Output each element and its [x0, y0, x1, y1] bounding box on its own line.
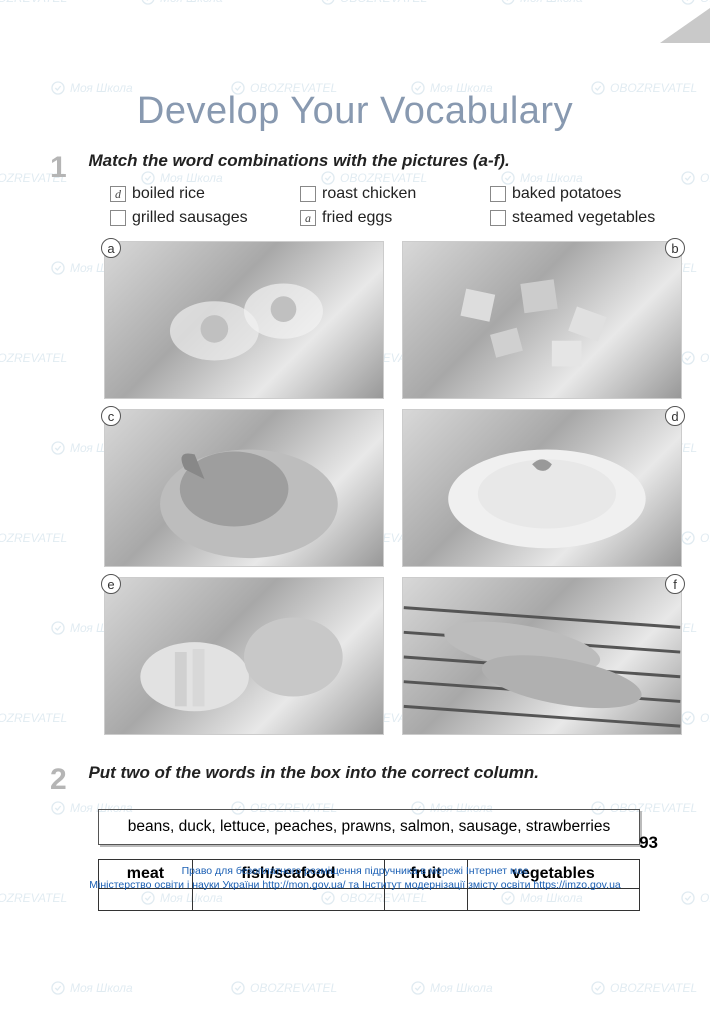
- option-label: boiled rice: [132, 185, 205, 203]
- answer-box[interactable]: [300, 186, 316, 202]
- answer-box[interactable]: d: [110, 186, 126, 202]
- picture-grid: a b c d e f: [104, 241, 660, 735]
- page-number: 93: [639, 833, 658, 853]
- word-box: beans, duck, lettuce, peaches, prawns, s…: [98, 809, 640, 845]
- picture-label: a: [101, 238, 121, 258]
- picture-d: d: [402, 409, 682, 567]
- option-item: roast chicken: [300, 185, 490, 203]
- exercise-instruction: Put two of the words in the box into the…: [88, 763, 539, 783]
- picture-label: c: [101, 406, 121, 426]
- picture-f: f: [402, 577, 682, 735]
- picture-label: b: [665, 238, 685, 258]
- footer-text: Право для безоплатного розміщення підруч…: [0, 864, 710, 893]
- options-grid: d boiled rice roast chicken baked potato…: [110, 185, 660, 227]
- picture-e: e: [104, 577, 384, 735]
- exercise-number: 1: [50, 151, 78, 185]
- answer-box[interactable]: [490, 210, 506, 226]
- exercise-number: 2: [50, 763, 78, 797]
- option-label: roast chicken: [322, 185, 416, 203]
- option-label: fried eggs: [322, 209, 392, 227]
- picture-label: e: [101, 574, 121, 594]
- option-item: d boiled rice: [110, 185, 300, 203]
- answer-box[interactable]: [490, 186, 506, 202]
- footer-line: Право для безоплатного розміщення підруч…: [0, 864, 710, 879]
- answer-box[interactable]: [110, 210, 126, 226]
- option-label: grilled sausages: [132, 209, 248, 227]
- picture-label: d: [665, 406, 685, 426]
- picture-a: a: [104, 241, 384, 399]
- exercise-instruction: Match the word combinations with the pic…: [88, 151, 509, 171]
- page-title: Develop Your Vocabulary: [50, 90, 660, 133]
- options-block: d boiled rice roast chicken baked potato…: [110, 185, 660, 227]
- option-item: a fried eggs: [300, 209, 490, 227]
- picture-b: b: [402, 241, 682, 399]
- option-label: steamed vegetables: [512, 209, 655, 227]
- title-decoration: [660, 8, 710, 43]
- option-label: baked potatoes: [512, 185, 621, 203]
- option-item: grilled sausages: [110, 209, 300, 227]
- option-item: baked potatoes: [490, 185, 690, 203]
- picture-c: c: [104, 409, 384, 567]
- option-item: steamed vegetables: [490, 209, 690, 227]
- footer-line: Міністерство освіти і науки України http…: [0, 878, 710, 893]
- page-content: Develop Your Vocabulary 1 Match the word…: [0, 0, 710, 911]
- exercise-1: 1 Match the word combinations with the p…: [50, 151, 660, 735]
- picture-label: f: [665, 574, 685, 594]
- answer-box[interactable]: a: [300, 210, 316, 226]
